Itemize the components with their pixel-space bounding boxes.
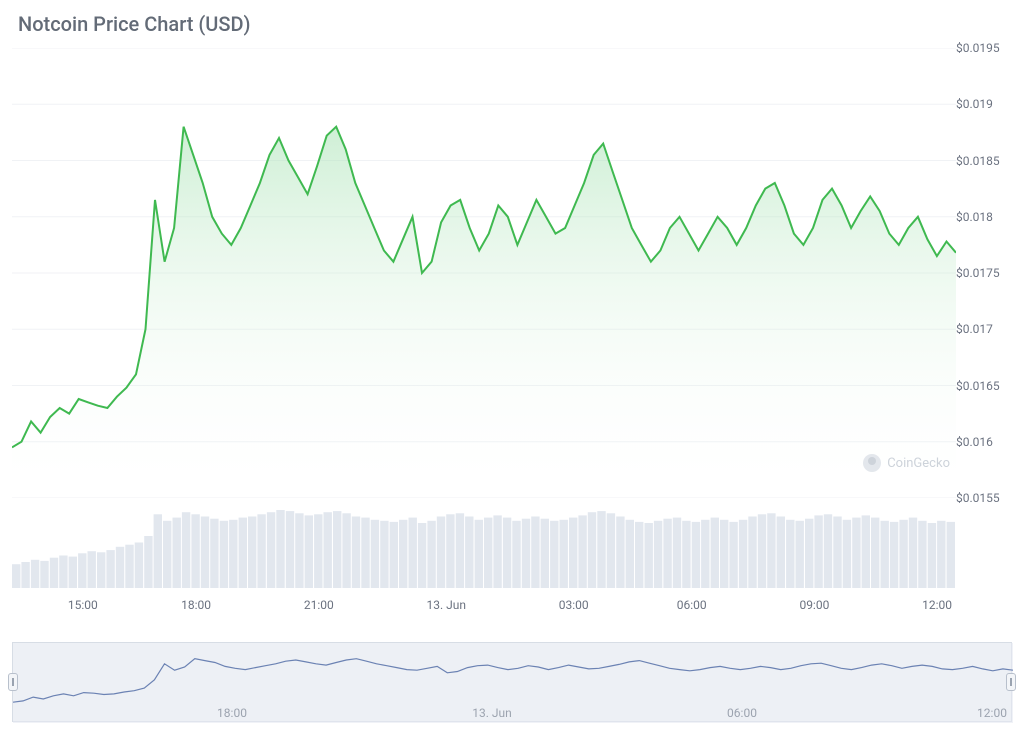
nav-tick-label: 13. Jun: [472, 706, 512, 720]
chart-title: Notcoin Price Chart (USD): [0, 0, 1024, 36]
coingecko-icon: [863, 454, 881, 472]
x-tick-label: 13. Jun: [426, 598, 466, 612]
y-tick-label: $0.019: [956, 97, 993, 111]
y-tick-label: $0.0195: [956, 41, 1000, 55]
navigator-handle-right[interactable]: [1006, 673, 1016, 691]
volume-chart-svg: [12, 510, 956, 588]
x-tick-label: 12:00: [922, 598, 952, 612]
x-tick-label: 09:00: [799, 598, 829, 612]
chart-container: Notcoin Price Chart (USD) $0.0195 $0.019 $…: [0, 0, 1024, 747]
x-tick-label: 18:00: [181, 598, 211, 612]
price-chart-svg: [12, 48, 956, 498]
price-chart[interactable]: [12, 48, 956, 498]
y-tick-label: $0.0185: [956, 154, 1000, 168]
y-tick-label: $0.0175: [956, 266, 1000, 280]
navigator-handle-left[interactable]: [8, 673, 18, 691]
nav-tick-label: 18:00: [217, 706, 247, 720]
x-tick-label: 03:00: [559, 598, 589, 612]
x-tick-label: 21:00: [304, 598, 334, 612]
y-tick-label: $0.018: [956, 210, 993, 224]
x-tick-label: 06:00: [677, 598, 707, 612]
y-tick-label: $0.017: [956, 322, 993, 336]
volume-chart[interactable]: [12, 510, 956, 588]
y-tick-label: $0.0165: [956, 379, 1000, 393]
y-tick-label: $0.016: [956, 435, 993, 449]
x-tick-label: 15:00: [68, 598, 98, 612]
nav-tick-label: 06:00: [727, 706, 757, 720]
y-axis-labels: $0.0195$0.019$0.0185$0.018$0.0175$0.017$…: [956, 48, 1022, 498]
nav-tick-label: 12:00: [977, 706, 1007, 720]
y-tick-label: $0.0155: [956, 491, 1000, 505]
watermark-text: CoinGecko: [887, 456, 950, 471]
navigator-x-labels: 18:00 13. Jun 06:00 12:00: [12, 706, 1012, 726]
watermark: CoinGecko: [863, 454, 950, 472]
x-axis-labels: 15:00 18:00 21:00 13. Jun 03:00 06:00 09:00 12:…: [12, 598, 956, 618]
